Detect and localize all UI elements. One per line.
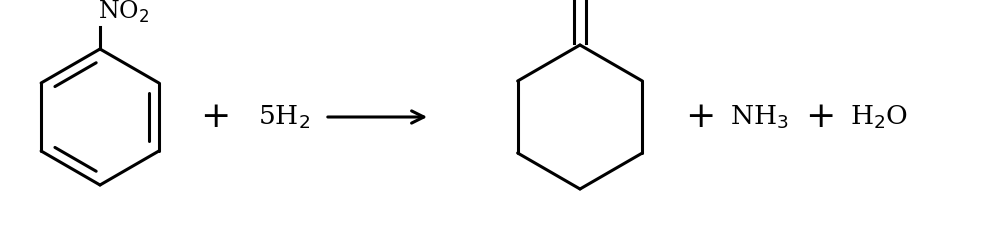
Text: +: +	[685, 100, 715, 134]
Text: NO$_2$: NO$_2$	[98, 0, 149, 25]
Text: NH$_3$: NH$_3$	[730, 103, 789, 131]
Text: 5H$_2$: 5H$_2$	[258, 103, 310, 131]
Text: +: +	[805, 100, 835, 134]
Text: H$_2$O: H$_2$O	[850, 103, 908, 131]
Text: +: +	[200, 100, 230, 134]
